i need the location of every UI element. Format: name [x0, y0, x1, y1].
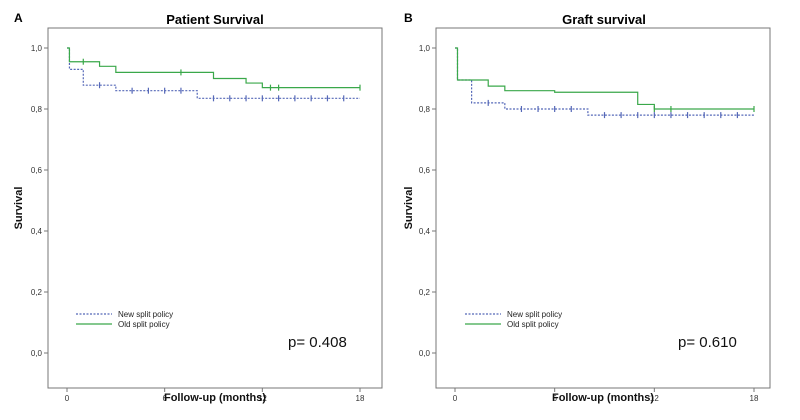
y-tick-label: 0,0	[31, 349, 43, 358]
series-line-new-split	[67, 47, 360, 99]
y-tick-label: 0,8	[419, 105, 431, 114]
series-line-old-split	[67, 47, 360, 89]
panel-letter: B	[404, 11, 413, 25]
y-tick-label: 0,8	[31, 105, 43, 114]
y-tick-label: 0,2	[419, 288, 431, 297]
y-tick-label: 0,2	[31, 288, 43, 297]
legend-label: Old split policy	[507, 320, 559, 329]
x-tick-label: 6	[552, 394, 557, 403]
panel-letter: A	[14, 11, 23, 25]
series-line-old-split	[455, 47, 754, 110]
plot-frame	[435, 27, 771, 389]
panel-b: B Graft survival 0,0 0,2 0,4 0,6 0,8 1,0 0 6 12 18 F…	[403, 11, 771, 404]
legend-label: New split policy	[507, 310, 562, 319]
x-tick-label: 12	[650, 394, 659, 403]
chart-title: Patient Survival	[166, 12, 264, 27]
x-tick-label: 18	[356, 394, 365, 403]
x-tick-label: 0	[453, 394, 458, 403]
chart-title: Graft survival	[562, 12, 646, 27]
y-tick-label: 0,0	[419, 349, 431, 358]
x-axis-label: Follow-up (months)	[552, 392, 654, 404]
p-value-annotation: p= 0.408	[288, 334, 347, 351]
x-tick-label: 12	[258, 394, 267, 403]
y-tick-label: 0,6	[31, 166, 43, 175]
x-tick-label: 0	[65, 394, 70, 403]
x-tick-label: 6	[162, 394, 167, 403]
y-tick-label: 1,0	[31, 44, 43, 53]
panel-a: A Patient Survival 0,0 0,2 0,4 0,6 0,8 1,0 0 6 12 1…	[13, 11, 383, 404]
plot-frame	[47, 27, 383, 389]
legend-label: New split policy	[118, 310, 173, 319]
legend-label: Old split policy	[118, 320, 170, 329]
x-axis-label: Follow-up (months)	[164, 392, 266, 404]
y-tick-label: 0,4	[31, 227, 43, 236]
y-axis-label: Survival	[13, 187, 25, 230]
y-axis-label: Survival	[403, 187, 415, 230]
p-value-annotation: p= 0.610	[678, 334, 737, 351]
y-tick-label: 0,6	[419, 166, 431, 175]
y-tick-label: 0,4	[419, 227, 431, 236]
y-tick-label: 1,0	[419, 44, 431, 53]
x-tick-label: 18	[750, 394, 759, 403]
series-line-new-split	[455, 47, 754, 116]
